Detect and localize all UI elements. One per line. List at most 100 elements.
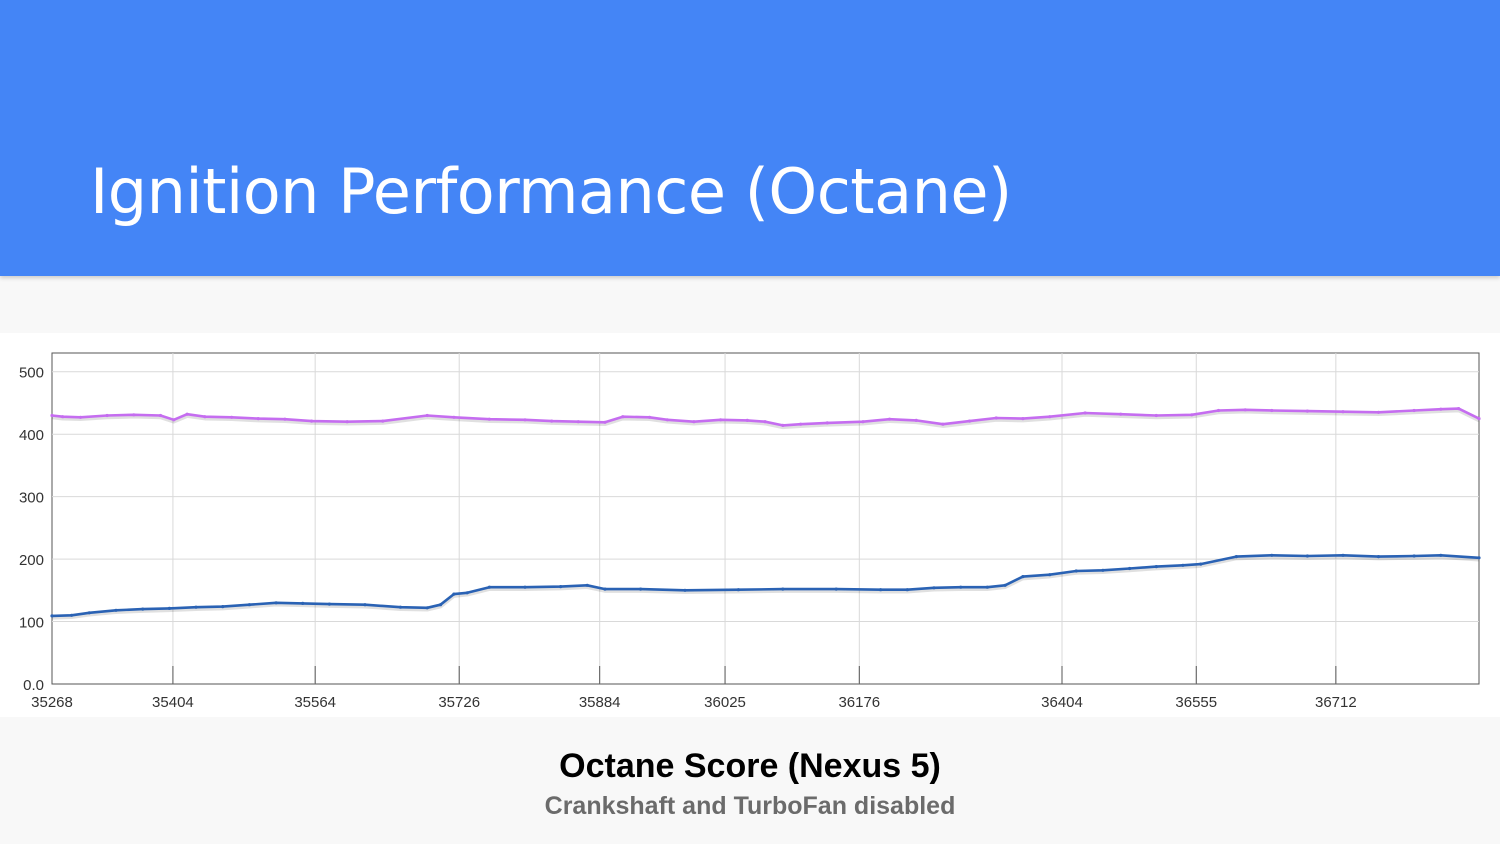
data-point	[887, 417, 892, 421]
data-point	[1270, 553, 1274, 557]
data-point	[203, 415, 207, 419]
data-point	[959, 585, 963, 589]
data-point	[550, 419, 554, 423]
data-point	[1021, 575, 1025, 579]
data-point	[256, 417, 260, 421]
data-point	[781, 587, 785, 591]
data-point	[523, 418, 527, 422]
data-point	[603, 420, 607, 424]
data-point	[87, 611, 91, 615]
x-tick-label: 36555	[1175, 694, 1217, 711]
x-tick-label: 35726	[438, 694, 480, 711]
data-point	[914, 418, 918, 422]
data-point	[1234, 555, 1238, 559]
data-point	[247, 603, 251, 607]
y-tick-label: 500	[19, 365, 44, 382]
data-point	[141, 607, 145, 611]
data-point	[647, 415, 652, 419]
data-point	[425, 606, 429, 610]
data-point	[425, 413, 429, 418]
octane-line-chart: 0.0 100 200 300 400 500 35268 35404 35564 35726 35…	[19, 352, 1481, 711]
data-point	[381, 419, 385, 423]
data-point	[70, 613, 74, 617]
series-line-lower	[50, 554, 1481, 618]
data-point	[692, 420, 696, 424]
series-shadow	[51, 555, 1480, 620]
data-point	[78, 415, 83, 419]
x-tick-label: 36404	[1041, 694, 1083, 711]
data-point	[1199, 562, 1203, 566]
data-point	[167, 606, 171, 610]
data-point	[559, 585, 563, 589]
data-point	[985, 585, 989, 589]
data-point	[230, 415, 234, 419]
data-point	[301, 601, 305, 605]
data-point	[1074, 569, 1078, 573]
data-point	[158, 413, 163, 418]
data-point	[1376, 410, 1381, 414]
data-point	[736, 588, 741, 592]
data-point	[834, 587, 838, 591]
data-point	[879, 588, 883, 592]
data-point	[1457, 407, 1461, 411]
data-point	[1083, 411, 1087, 415]
data-point	[194, 605, 198, 609]
data-point	[665, 418, 669, 422]
data-point	[719, 418, 723, 422]
data-point	[1477, 417, 1481, 421]
data-point	[1101, 568, 1105, 572]
data-point	[221, 605, 225, 609]
data-point	[274, 601, 278, 605]
data-point	[1439, 553, 1443, 557]
y-tick-label: 0.0	[23, 677, 44, 694]
data-point	[941, 422, 945, 426]
data-point	[487, 417, 491, 421]
data-point	[861, 420, 865, 424]
data-point	[1477, 556, 1481, 560]
data-point	[114, 608, 118, 612]
data-point	[1305, 554, 1309, 558]
data-point	[1048, 573, 1052, 577]
x-tick-label: 35268	[31, 694, 73, 711]
data-point	[345, 420, 349, 424]
title-banner: Ignition Performance (Octane)	[0, 0, 1500, 276]
data-point	[452, 592, 456, 596]
data-point	[310, 419, 314, 423]
data-point	[1305, 409, 1309, 413]
data-point	[50, 413, 54, 418]
data-point	[1154, 413, 1158, 418]
data-point	[1376, 555, 1381, 559]
data-point	[1021, 417, 1025, 421]
data-point	[1243, 408, 1247, 412]
data-point	[1048, 415, 1052, 419]
plot-area	[51, 352, 1480, 685]
data-point	[50, 614, 54, 618]
data-point	[185, 412, 189, 416]
data-point	[639, 587, 643, 591]
data-point	[994, 416, 998, 420]
data-point	[283, 417, 287, 421]
data-point	[1119, 412, 1123, 416]
data-point	[132, 413, 136, 417]
data-point	[61, 415, 65, 419]
x-tick-label: 36176	[838, 694, 880, 711]
data-point	[763, 420, 767, 424]
data-point	[1216, 408, 1221, 413]
data-point	[1412, 408, 1416, 413]
data-point	[1439, 407, 1443, 411]
x-tick-label: 35404	[152, 694, 194, 711]
data-point	[905, 588, 909, 592]
series-line-upper	[50, 407, 1481, 427]
data-point	[781, 423, 785, 427]
data-point	[683, 588, 687, 592]
chart-caption-subtitle: Crankshaft and TurboFan disabled	[544, 792, 956, 820]
data-point	[105, 413, 109, 418]
data-point	[745, 418, 749, 422]
data-point	[1341, 410, 1345, 414]
series-shadow	[51, 408, 1480, 430]
slide-title: Ignition Performance (Octane)	[90, 155, 1012, 228]
data-point	[932, 586, 936, 590]
x-tick-label: 36712	[1315, 694, 1357, 711]
data-point	[465, 591, 469, 595]
data-point	[621, 415, 625, 419]
